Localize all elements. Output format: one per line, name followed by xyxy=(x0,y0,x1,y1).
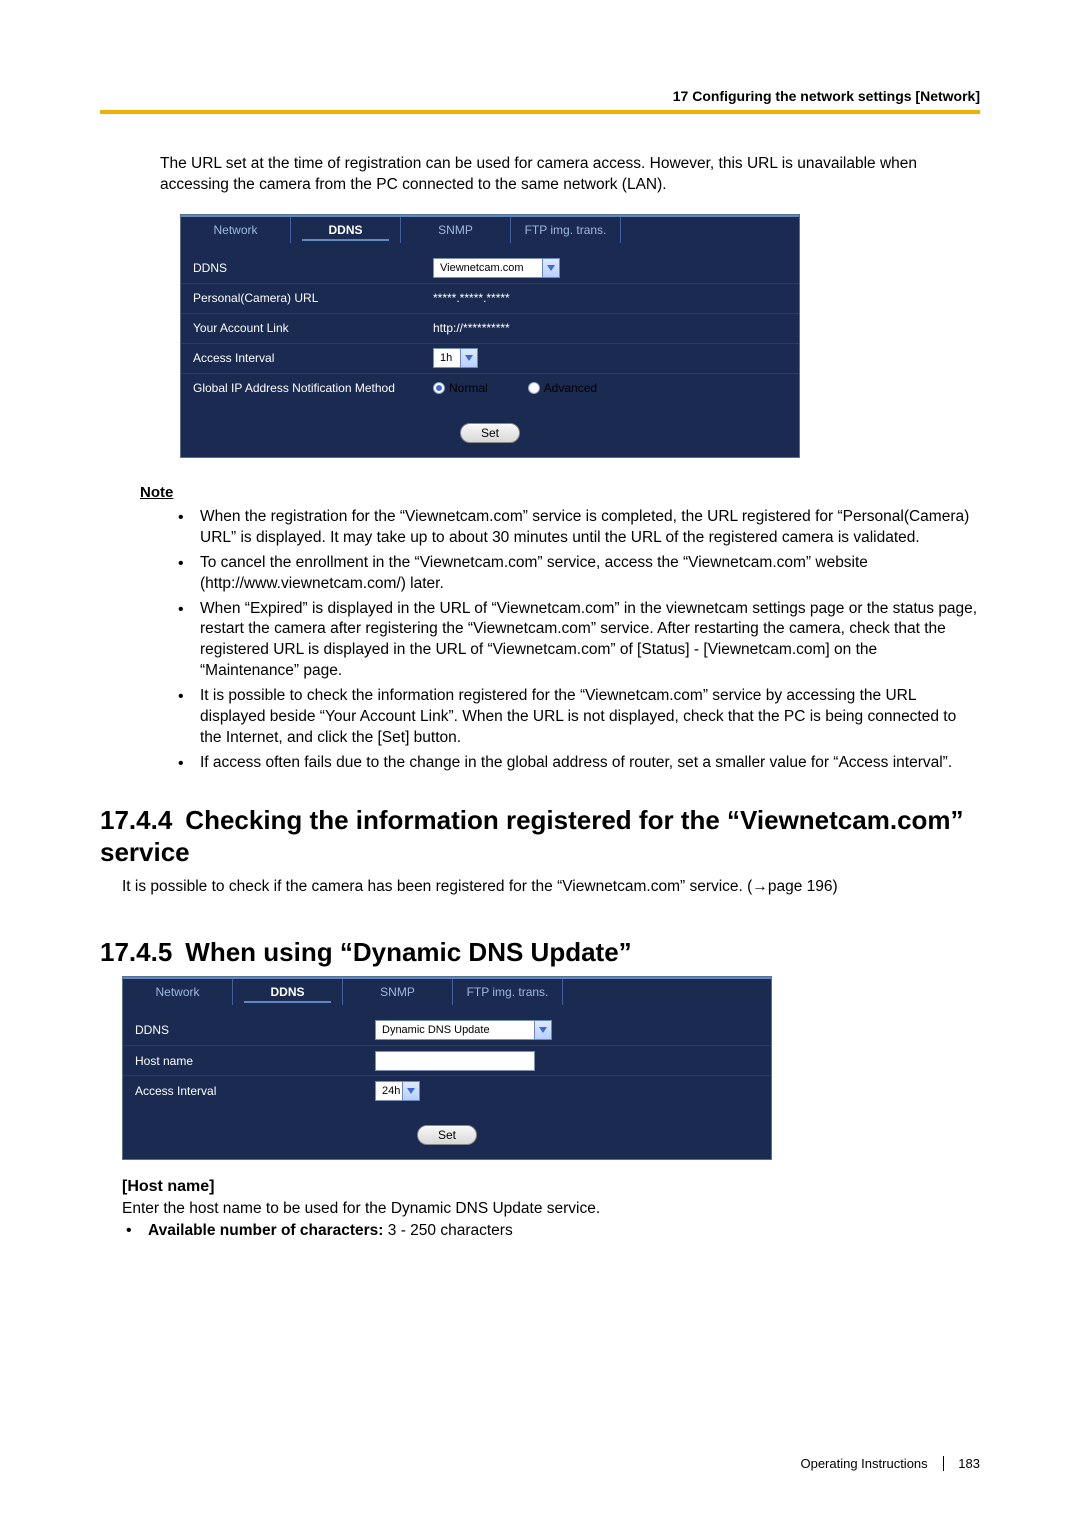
row-interval-label: Access Interval xyxy=(135,1084,375,1098)
ddns-select[interactable]: Viewnetcam.com xyxy=(433,258,560,278)
set-button[interactable]: Set xyxy=(417,1125,477,1145)
note-item: When “Expired” is displayed in the URL o… xyxy=(172,599,980,683)
section-1744-body-post: ) xyxy=(832,878,837,895)
chevron-down-icon xyxy=(542,258,560,278)
section-1744-heading: 17.4.4 Checking the information register… xyxy=(100,804,980,869)
note-item: When the registration for the “Viewnetca… xyxy=(172,507,980,549)
interval-select[interactable]: 24h xyxy=(375,1081,420,1101)
radio-dot-icon xyxy=(528,382,540,394)
section-1745-heading: 17.4.5 When using “Dynamic DNS Update” xyxy=(100,936,980,969)
header-rule xyxy=(100,110,980,114)
page-footer: Operating Instructions 183 xyxy=(800,1456,980,1471)
panel1-tabs: Network DDNS SNMP FTP img. trans. xyxy=(181,215,799,243)
interval-select-value: 1h xyxy=(433,348,461,368)
section-1744-body-pre: It is possible to check if the camera ha… xyxy=(122,878,752,895)
row-ddns-label: DDNS xyxy=(135,1023,375,1037)
tab-ftp[interactable]: FTP img. trans. xyxy=(511,217,621,243)
intro-paragraph: The URL set at the time of registration … xyxy=(160,154,980,196)
note-list: When the registration for the “Viewnetca… xyxy=(172,507,980,774)
radio-normal-label: Normal xyxy=(449,381,488,395)
hostname-bullet: Available number of characters: 3 - 250 … xyxy=(122,1222,980,1240)
note-heading: Note xyxy=(140,484,980,501)
tab-network[interactable]: Network xyxy=(123,979,233,1005)
footer-text: Operating Instructions xyxy=(800,1456,927,1471)
hostname-bullet-value: 3 - 250 characters xyxy=(388,1222,513,1239)
chevron-down-icon xyxy=(460,348,478,368)
row-hostname-label: Host name xyxy=(135,1054,375,1068)
ddns-dynamic-panel: Network DDNS SNMP FTP img. trans. DDNS D… xyxy=(122,976,772,1160)
chapter-header: 17 Configuring the network settings [Net… xyxy=(100,88,980,104)
row-account-link-value[interactable]: http://********** xyxy=(433,321,787,335)
ddns-viewnetcam-panel: Network DDNS SNMP FTP img. trans. DDNS V… xyxy=(180,214,800,458)
hostname-bullet-label: Available number of characters: xyxy=(148,1222,388,1239)
hostname-bullets: Available number of characters: 3 - 250 … xyxy=(122,1222,980,1240)
interval-select-value: 24h xyxy=(375,1081,403,1101)
page-number: 183 xyxy=(943,1456,980,1471)
panel2-tabs: Network DDNS SNMP FTP img. trans. xyxy=(123,977,771,1005)
tab-snmp[interactable]: SNMP xyxy=(401,217,511,243)
radio-advanced-label: Advanced xyxy=(544,381,597,395)
set-button[interactable]: Set xyxy=(460,423,520,443)
hostname-body: Enter the host name to be used for the D… xyxy=(122,1200,980,1218)
tab-ddns[interactable]: DDNS xyxy=(291,217,401,243)
tab-snmp[interactable]: SNMP xyxy=(343,979,453,1005)
interval-select[interactable]: 1h xyxy=(433,348,478,368)
note-item: It is possible to check the information … xyxy=(172,686,980,749)
tab-network[interactable]: Network xyxy=(181,217,291,243)
radio-advanced[interactable]: Advanced xyxy=(528,381,597,395)
radio-dot-icon xyxy=(433,382,445,394)
chevron-down-icon xyxy=(534,1020,552,1040)
note-item: To cancel the enrollment in the “Viewnet… xyxy=(172,553,980,595)
tab-ftp[interactable]: FTP img. trans. xyxy=(453,979,563,1005)
note-item: If access often fails due to the change … xyxy=(172,753,980,774)
row-gip-label: Global IP Address Notification Method xyxy=(193,381,433,395)
hostname-input[interactable] xyxy=(375,1051,535,1071)
radio-normal[interactable]: Normal xyxy=(433,381,488,395)
chevron-down-icon xyxy=(402,1081,420,1101)
row-interval-label: Access Interval xyxy=(193,351,433,365)
ddns-select[interactable]: Dynamic DNS Update xyxy=(375,1020,552,1040)
ddns-select-value: Dynamic DNS Update xyxy=(375,1020,535,1040)
ddns-select-value: Viewnetcam.com xyxy=(433,258,543,278)
row-ddns-label: DDNS xyxy=(193,261,433,275)
tab-ddns[interactable]: DDNS xyxy=(233,979,343,1005)
hostname-heading: [Host name] xyxy=(122,1178,980,1196)
section-1744-body: It is possible to check if the camera ha… xyxy=(122,877,980,898)
page-xref[interactable]: →page 196 xyxy=(752,878,832,895)
row-personal-url-value: *****.*****.***** xyxy=(433,291,787,305)
row-account-link-label: Your Account Link xyxy=(193,321,433,335)
row-personal-url-label: Personal(Camera) URL xyxy=(193,291,433,305)
